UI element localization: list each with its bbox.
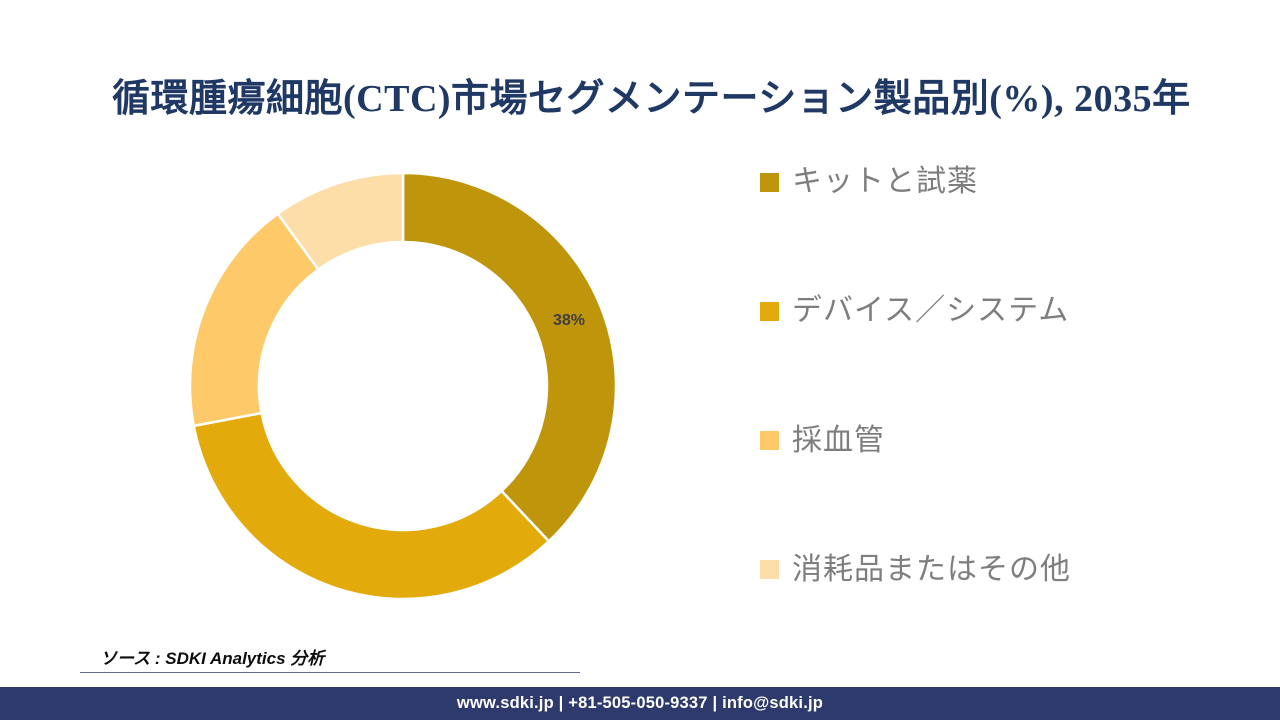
legend-label: デバイス／システム bbox=[792, 294, 1070, 328]
footer-contact: www.sdki.jp | +81-505-050-9337 | info@sd… bbox=[456, 694, 824, 712]
segment-value-label: 38% bbox=[553, 312, 585, 329]
donut-segment-3 bbox=[276, 171, 405, 271]
legend-swatch-icon bbox=[760, 560, 779, 580]
donut-segment-1 bbox=[192, 411, 551, 601]
legend-item-0: キットと試薬 bbox=[760, 162, 1180, 202]
donut-segment-0 bbox=[401, 171, 618, 543]
legend-swatch-icon bbox=[760, 431, 779, 451]
legend-label: 採血管 bbox=[792, 423, 885, 457]
legend-item-3: 消耗品またはその他 bbox=[760, 550, 1180, 590]
legend-label: キットと試薬 bbox=[792, 165, 978, 198]
legend-label: 消耗品またはその他 bbox=[792, 552, 1071, 586]
legend-item-1: デバイス／システム bbox=[760, 291, 1180, 331]
footer-bar: www.sdki.jp | +81-505-050-9337 | info@sd… bbox=[0, 687, 1280, 720]
legend-item-2: 採血管 bbox=[760, 421, 1180, 461]
source-note: ソース : SDKI Analytics 分析 bbox=[100, 649, 325, 668]
footer-divider bbox=[80, 672, 580, 673]
donut-chart: 38% bbox=[188, 171, 618, 601]
legend-swatch-icon bbox=[760, 172, 779, 192]
donut-segment-2 bbox=[188, 212, 320, 428]
chart-title: 循環腫瘍細胞(CTC)市場セグメンテーション製品別(%), 2035年 bbox=[112, 78, 1191, 121]
legend-swatch-icon bbox=[760, 301, 779, 321]
chart-legend: キットと試薬デバイス／システム 採血管消耗品またはその他 bbox=[760, 162, 1180, 590]
